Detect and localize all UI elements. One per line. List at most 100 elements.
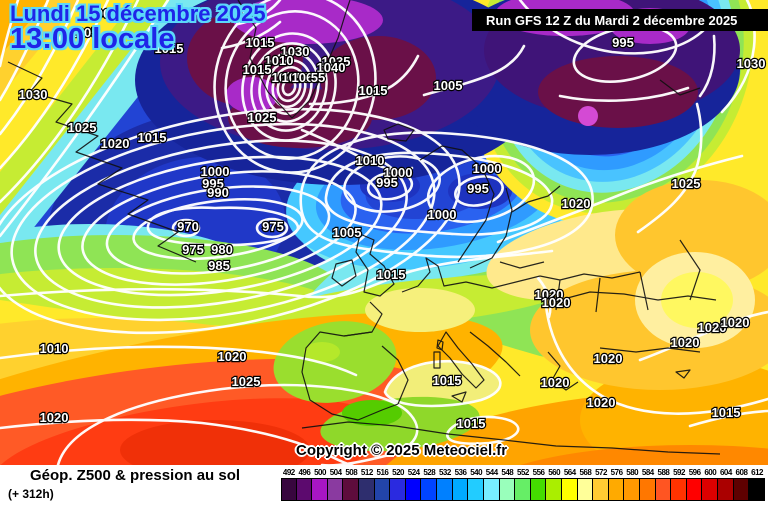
pressure-label: 990 — [207, 185, 229, 200]
scale-swatch — [373, 478, 391, 501]
scale-cell-568: 568 — [576, 468, 594, 501]
scale-cell-564: 564 — [560, 468, 578, 501]
scale-cell-612: 612 — [748, 468, 765, 501]
scale-cell-560: 560 — [545, 468, 562, 501]
scale-swatch — [732, 478, 750, 501]
pressure-label: 1045 — [272, 70, 301, 85]
pressure-label: 1060 — [292, 70, 321, 85]
scale-swatch — [281, 478, 297, 501]
scale-tick: 564 — [563, 468, 576, 477]
pressure-label: 1020 — [594, 351, 623, 366]
scale-swatch — [342, 478, 360, 501]
pressure-label: 1025 — [672, 176, 701, 191]
scale-swatch — [420, 478, 438, 501]
pressure-label: 1015 — [712, 405, 741, 420]
scale-tick: 608 — [735, 468, 748, 477]
scale-cell-604: 604 — [717, 468, 734, 501]
scale-tick: 600 — [704, 468, 717, 477]
scale-cell-520: 520 — [389, 468, 406, 501]
copyright-text: Copyright © 2025 Meteociel.fr — [296, 442, 508, 459]
scale-tick: 604 — [719, 468, 732, 477]
pressure-label: 995 — [612, 35, 634, 50]
valid-date-overlay: Lundi 15 décembre 2025 13:00 locale — [10, 2, 266, 55]
pressure-label: 1015 — [457, 416, 486, 431]
scale-cell-588: 588 — [654, 468, 672, 501]
pressure-label: 1000 — [384, 165, 413, 180]
scale-tick: 504 — [329, 468, 342, 477]
scale-tick: 548 — [501, 468, 514, 477]
scale-cell-552: 552 — [514, 468, 531, 501]
scale-swatch — [358, 478, 375, 501]
pressure-label: 1000 — [201, 164, 230, 179]
scale-tick: 496 — [298, 468, 311, 477]
scale-tick: 520 — [392, 468, 404, 477]
pressure-label: 1040 — [317, 60, 346, 75]
color-scale: 492 496 500 504 508 512 516 520 524 528 532 536 540 5… — [281, 468, 765, 501]
scale-swatch — [482, 478, 500, 501]
scale-cell-596: 596 — [685, 468, 703, 501]
scale-swatch — [295, 478, 313, 501]
scale-cell-516: 516 — [373, 468, 391, 501]
scale-tick: 592 — [673, 468, 685, 477]
scale-swatch — [514, 478, 531, 501]
pressure-label: 1015 — [359, 83, 388, 98]
valid-date: Lundi 15 décembre 2025 — [10, 1, 266, 26]
pressure-label: 1050 — [282, 70, 311, 85]
scale-swatch — [311, 478, 328, 501]
scale-tick: 512 — [360, 468, 373, 477]
pressure-label: 1020 — [101, 136, 130, 151]
pressure-labels: 1000 1005 1015 1030 1025 1020 1015 1025 1015 1030… — [17, 5, 766, 432]
pressure-label: 970 — [177, 219, 199, 234]
scale-tick: 560 — [548, 468, 561, 477]
scale-tick: 528 — [423, 468, 436, 477]
pressure-label: 1010 — [40, 341, 69, 356]
scale-cell-504: 504 — [326, 468, 344, 501]
scale-swatch — [607, 478, 625, 501]
pressure-label: 1020 — [562, 196, 591, 211]
pressure-label: 1015 — [243, 62, 272, 77]
contour-lines — [0, 0, 768, 445]
pressure-label: 1030 — [281, 44, 310, 59]
scale-swatch — [451, 478, 469, 501]
pressure-label: 1015 — [138, 130, 167, 145]
scale-tick: 532 — [438, 468, 451, 477]
scale-cell-584: 584 — [639, 468, 656, 501]
scale-tick: 572 — [595, 468, 607, 477]
scale-swatch — [467, 478, 484, 501]
scale-cell-508: 508 — [342, 468, 360, 501]
scale-swatch — [576, 478, 594, 501]
scale-cell-600: 600 — [701, 468, 719, 501]
scale-tick: 576 — [610, 468, 623, 477]
pressure-label: 1030 — [19, 87, 48, 102]
scale-cell-532: 532 — [436, 468, 453, 501]
scale-swatch — [404, 478, 422, 501]
scale-tick: 524 — [407, 468, 420, 477]
pressure-label: 1010 — [265, 53, 294, 68]
pressure-label: 975 — [262, 219, 284, 234]
pressure-label: 55 — [311, 70, 325, 85]
footer-bar: Géop. Z500 & pression au sol (+ 312h) 49… — [0, 465, 768, 512]
scale-cell-496: 496 — [295, 468, 313, 501]
scale-cell-608: 608 — [732, 468, 750, 501]
scale-swatch — [639, 478, 656, 501]
scale-tick: 596 — [688, 468, 701, 477]
scale-swatch — [529, 478, 547, 501]
pressure-label: 1020 — [721, 315, 750, 330]
pressure-label: 1030 — [737, 56, 766, 71]
pressure-label: 1020 — [535, 287, 564, 302]
pressure-label: 1035 — [322, 54, 351, 69]
pressure-label: 1025 — [232, 374, 261, 389]
scale-tick: 584 — [641, 468, 654, 477]
pressure-label: 1000 — [473, 161, 502, 176]
scale-swatch — [685, 478, 703, 501]
scale-swatch — [560, 478, 578, 501]
scale-swatch — [498, 478, 516, 501]
pressure-label: 1010 — [356, 153, 385, 168]
scale-cell-512: 512 — [358, 468, 375, 501]
pressure-label: 985 — [208, 258, 230, 273]
pressure-label: 1015 — [246, 35, 275, 50]
scale-swatch — [654, 478, 672, 501]
